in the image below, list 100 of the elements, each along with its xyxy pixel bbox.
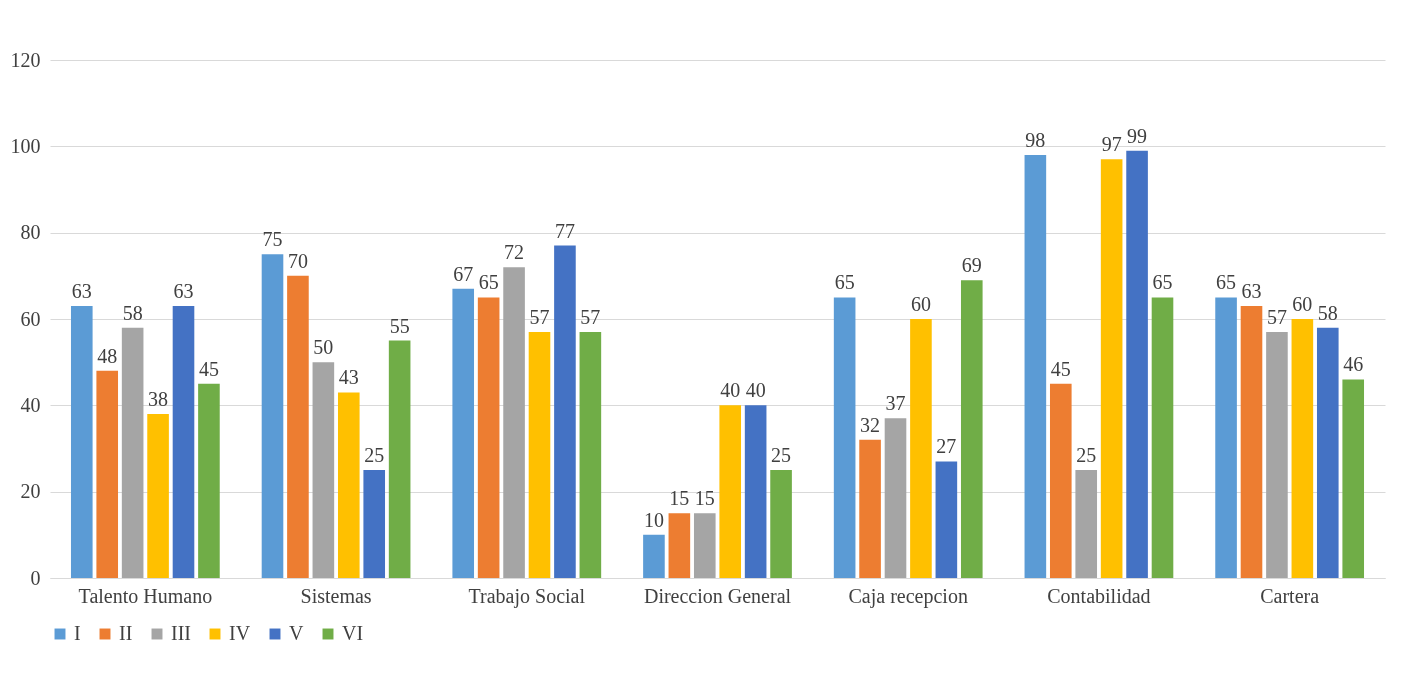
- bar: [1151, 297, 1174, 578]
- data-label: 60: [910, 293, 931, 315]
- bar: [261, 254, 284, 578]
- y-tick-label: 0: [30, 566, 41, 589]
- data-label: 50: [313, 336, 334, 359]
- y-tick-label: 60: [20, 307, 41, 330]
- bar: [935, 461, 958, 578]
- bar: [668, 513, 691, 578]
- data-label: 27: [936, 435, 957, 458]
- x-tick-label: Caja recepcion: [848, 584, 968, 608]
- data-label: 57: [529, 305, 550, 328]
- data-label: 15: [694, 487, 715, 510]
- x-tick-label: Talento Humano: [78, 584, 213, 607]
- data-label: 40: [745, 379, 766, 402]
- bar: [744, 405, 767, 578]
- data-label: 57: [1266, 305, 1287, 328]
- bar: [503, 267, 525, 578]
- bar: [363, 470, 386, 578]
- bar: [1316, 327, 1339, 578]
- bar: [1342, 379, 1365, 578]
- data-label: 67: [453, 262, 474, 285]
- legend-label: III: [171, 622, 191, 644]
- data-label: 65: [834, 271, 855, 294]
- bar: [172, 306, 195, 578]
- data-label: 63: [173, 280, 194, 303]
- x-tick-label: Trabajo Social: [468, 584, 586, 608]
- bar: [833, 297, 856, 578]
- data-label: 99: [1127, 124, 1148, 147]
- bar: [147, 413, 169, 578]
- bar: [287, 275, 309, 578]
- x-tick-label: Sistemas: [300, 584, 372, 607]
- data-label: 10: [643, 508, 664, 531]
- data-label: 58: [122, 301, 143, 324]
- bar: [579, 331, 602, 578]
- bar: [1049, 383, 1072, 578]
- data-label: 58: [1317, 301, 1338, 324]
- bar: [884, 418, 907, 578]
- bar: [643, 534, 665, 578]
- x-tick-label: Cartera: [1260, 584, 1320, 607]
- bar: [198, 383, 220, 578]
- legend-label: IV: [229, 622, 251, 644]
- bar: [477, 297, 500, 578]
- y-tick-label: 20: [20, 480, 41, 503]
- data-label: 45: [198, 357, 219, 380]
- data-label: 98: [1025, 128, 1046, 151]
- data-label: 60: [1292, 293, 1313, 315]
- legend-label: II: [119, 622, 133, 644]
- data-label: 75: [262, 228, 283, 251]
- bar: [1024, 154, 1047, 578]
- x-tick-label: Direccion General: [643, 584, 792, 607]
- bar: [528, 331, 551, 578]
- bar: [1291, 319, 1314, 578]
- data-label: 45: [1050, 357, 1071, 380]
- data-label: 37: [885, 392, 906, 415]
- data-label: 70: [287, 249, 308, 272]
- legend-label: VI: [342, 622, 364, 644]
- y-tick-label: 40: [20, 393, 41, 416]
- data-label: 48: [97, 344, 118, 367]
- data-label: 25: [364, 444, 385, 467]
- data-label: 46: [1343, 353, 1364, 376]
- data-label: 32: [860, 413, 881, 436]
- data-label: 65: [478, 271, 499, 294]
- bar: [859, 439, 881, 578]
- data-label: 15: [669, 487, 690, 510]
- bar: [1100, 159, 1123, 578]
- bar: [337, 392, 360, 578]
- bar: [121, 327, 144, 578]
- data-label: 55: [389, 314, 410, 337]
- bar: [1126, 150, 1148, 578]
- legend-label: I: [74, 622, 81, 644]
- bar: [554, 245, 576, 578]
- bar: [452, 288, 475, 578]
- bar: [1075, 470, 1098, 578]
- bar: [719, 405, 742, 578]
- bar: [96, 370, 119, 578]
- legend-label: V: [289, 622, 304, 644]
- data-label: 77: [554, 219, 575, 242]
- bar: [910, 319, 932, 578]
- bar: [960, 280, 983, 578]
- y-tick-label: 80: [20, 221, 41, 244]
- data-label: 65: [1216, 271, 1237, 294]
- data-label: 97: [1101, 133, 1122, 156]
- data-label: 72: [504, 241, 525, 264]
- data-label: 38: [148, 387, 169, 410]
- bar: [312, 362, 335, 578]
- bar: [1240, 306, 1263, 578]
- data-label: 63: [1241, 280, 1262, 303]
- y-tick-label: 120: [10, 48, 41, 71]
- bar: [70, 306, 93, 578]
- data-label: 43: [338, 366, 359, 389]
- data-label: 25: [771, 444, 792, 467]
- x-tick-label: Contabilidad: [1047, 584, 1151, 607]
- data-label: 40: [720, 379, 741, 402]
- bar: [693, 513, 716, 578]
- bar: [770, 470, 792, 578]
- data-label: 69: [961, 254, 982, 277]
- data-label: 57: [580, 305, 601, 328]
- bar: [1215, 297, 1237, 578]
- bar: [388, 340, 411, 578]
- data-label: 65: [1152, 271, 1173, 294]
